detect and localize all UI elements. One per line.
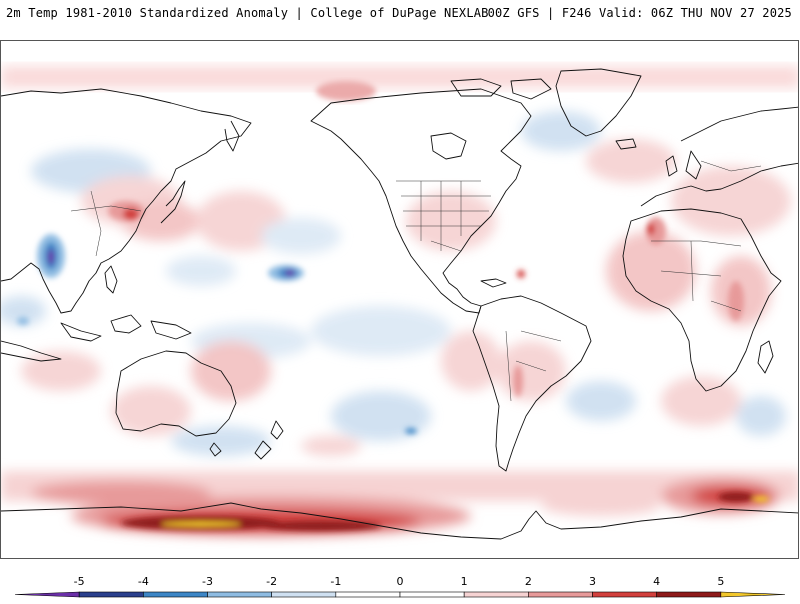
colorbar-segment [271,591,337,598]
colorbar-label: 0 [397,575,404,588]
colorbar-segment [528,591,593,598]
colorbar-label: 4 [653,575,660,588]
colorbar-segment [78,591,144,598]
colorbar-segment [463,591,529,598]
colorbar-segment [720,591,786,598]
map-title: 2m Temp 1981-2010 Standardized Anomaly |… [6,6,489,20]
colorbar-segment [207,591,272,598]
colorbar-label: -4 [138,575,149,588]
colorbar-segment [592,591,657,598]
arctic-warm-band [1,66,798,88]
colorbar-label: -3 [202,575,213,588]
colorbar-label: 5 [717,575,724,588]
colorbar-segment [656,591,722,598]
colorbar-segment [399,591,465,598]
colorbar-label: -5 [74,575,85,588]
colorbar: -5 -4 -3 -2 -1 0 1 2 3 4 5 [0,570,800,600]
colorbar-label: -1 [330,575,341,588]
colorbar-segment [143,591,208,598]
coastlines [1,68,798,540]
anomaly-shading [1,66,798,536]
colorbar-label: 1 [461,575,468,588]
political-borders [70,160,762,402]
model-run-info: 00Z GFS | F246 Valid: 06Z THU NOV 27 202… [487,6,792,20]
colorbar-segment [335,591,401,598]
anomaly-map [0,40,799,559]
colorbar-label: 2 [525,575,532,588]
colorbar-label: 3 [589,575,596,588]
colorbar-label: -2 [266,575,277,588]
colorbar-segment [14,591,80,598]
